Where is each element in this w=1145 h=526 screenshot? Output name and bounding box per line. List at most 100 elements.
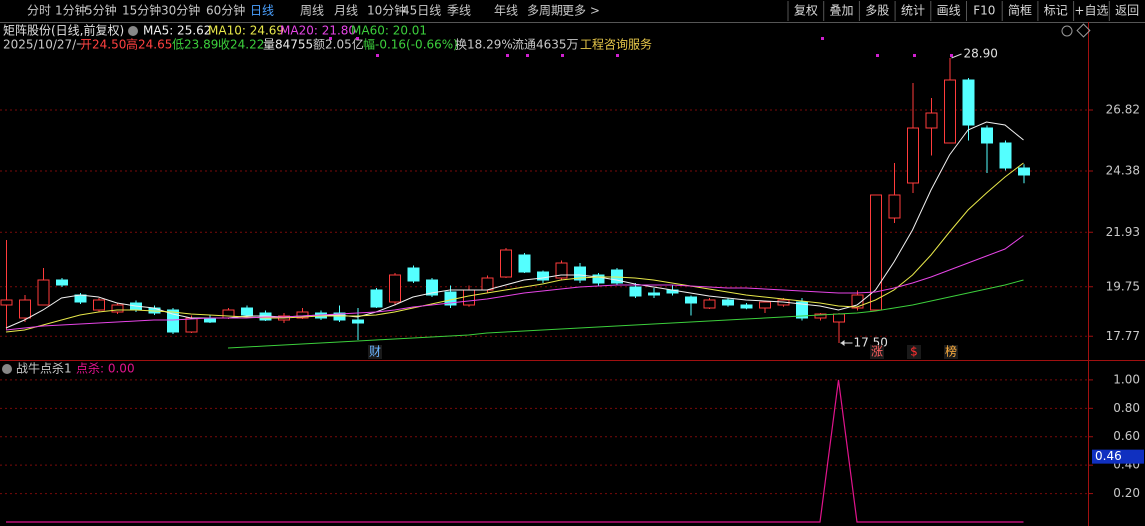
ma-line [5,235,1024,331]
candle-body [703,299,716,309]
tool-button[interactable]: 多股 [865,4,889,18]
period-tab[interactable]: 分时 [27,4,51,18]
candle-body [592,274,605,284]
y-tick-label: 0.60 [1113,429,1140,443]
ma-line [5,121,1024,329]
ma-legend: MA10: 24.69 [208,24,284,38]
quote-item: 工程咨询服务 [580,37,652,52]
candle-body [111,304,124,313]
candle-body [740,304,753,309]
candle-body [407,267,420,282]
period-tab[interactable]: 周线 [300,4,324,18]
period-tab[interactable]: 月线 [334,4,358,18]
candle-body [93,299,105,311]
candle-body [555,262,568,279]
period-tab[interactable]: 30分钟 [161,3,200,18]
period-tab[interactable]: 季线 [447,4,471,18]
quote-item: 换18.29% [455,38,513,52]
ma-legend: MA20: 21.80 [280,24,356,38]
candle-body [167,309,179,333]
candle-body [19,299,31,319]
low-arrowhead [840,340,845,346]
candle-body [241,307,253,316]
period-tab[interactable]: 更多 > [562,4,600,18]
candle-body [574,266,586,281]
quote-item: 低23.89 [172,38,218,52]
candle-body [629,286,642,297]
candle-body [463,289,475,306]
signal-dots [329,37,953,57]
candle-body [833,313,845,323]
event-tag[interactable]: 榜 [945,344,957,359]
candle-body [759,301,771,309]
tool-button[interactable]: +自选 [1074,4,1108,18]
candle-body [56,279,68,286]
period-tab[interactable]: 45日线 [402,4,441,18]
event-tag-box[interactable] [870,345,884,359]
candle-body [500,249,512,278]
quote-item: 高24.65 [126,37,172,52]
period-tab[interactable]: 1分钟 [55,3,87,18]
y-tick-label: 21.93 [1106,225,1140,239]
candle-body [962,79,975,126]
candle-body [796,301,808,319]
y-tick-label: 17.77 [1106,329,1140,343]
candle-body [870,194,882,311]
period-tab[interactable]: 60分钟 [206,3,245,18]
settings-icon[interactable] [128,26,138,36]
event-tag-box[interactable] [944,345,958,359]
y-tick-label: 0.80 [1113,401,1140,415]
indicator-value: 点杀: 0.00 [76,361,135,376]
candle-body [222,309,235,319]
ma-line [227,279,1024,349]
candle-body [185,317,198,333]
y-tick-label: 0.20 [1113,486,1140,500]
ma-line [5,162,1024,333]
candle-body [426,279,438,296]
tool-button[interactable]: F10 [973,4,995,18]
y-tick-label: 1.00 [1113,372,1140,386]
period-tab[interactable]: 15分钟 [122,3,161,18]
candle-body [74,294,87,303]
event-tag[interactable]: $ [910,345,918,359]
event-tag-box[interactable] [368,345,382,359]
zoom-icon[interactable] [1061,25,1073,37]
candle-body [925,112,938,129]
tool-button[interactable]: 叠加 [830,4,854,18]
event-tag[interactable]: 涨 [871,344,883,359]
option-icon[interactable] [1076,23,1091,38]
candle-body [685,296,697,304]
candle-body [722,299,734,306]
quote-item: 收24.22 [218,38,264,52]
candle-body [352,319,364,324]
candle-body [981,127,993,144]
period-tab[interactable]: 年线 [494,4,518,18]
y-tick-label: 19.75 [1106,279,1140,293]
tool-button[interactable]: 返回 [1115,4,1139,18]
period-tab[interactable]: 10分钟 [367,3,406,18]
candle-body [389,274,401,303]
indicator-menu-icon[interactable] [2,364,12,374]
tool-button[interactable]: 画线 [937,4,961,18]
quote-item: 额2.05亿 [313,37,364,52]
tool-button[interactable]: 复权 [794,4,818,18]
tool-button[interactable]: 标记 [1044,4,1068,18]
tool-button[interactable]: 统计 [901,4,925,18]
period-tab[interactable]: 多周期 [527,4,563,18]
tool-button[interactable]: 简框 [1008,4,1032,18]
period-tab[interactable]: 5分钟 [85,3,117,18]
candle-body [888,194,901,219]
event-tag[interactable]: 财 [369,345,381,359]
candle-body [1018,167,1030,176]
candle-body [944,79,956,144]
stock-title: 矩阵股份(日线,前复权) [3,23,124,38]
event-tag-box[interactable] [907,345,921,359]
high-pointer [951,53,962,59]
candle-body [851,294,864,309]
period-tab[interactable]: 日线 [250,4,274,18]
candle-body [296,311,309,319]
high-label: 28.90 [964,47,998,61]
candle-body [481,277,494,291]
cursor-box [1092,449,1144,464]
candle-body [37,279,50,306]
